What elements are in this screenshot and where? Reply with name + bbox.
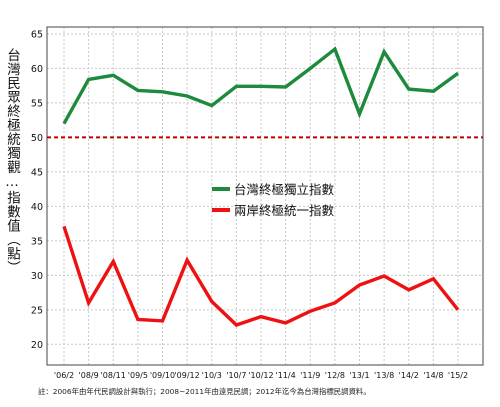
legend-label-independence: 台灣終極獨立指數 — [234, 182, 335, 197]
y-tick-label: 45 — [31, 167, 43, 178]
y-tick-label: 30 — [31, 271, 43, 282]
legend-item-independence: 台灣終極獨立指數 — [212, 178, 334, 199]
y-tick-label: 50 — [31, 133, 43, 144]
x-tick-label: '06/2 — [54, 371, 74, 380]
y-axis-label: 台灣民眾終極統獨觀…指數值（點） — [4, 48, 20, 275]
x-tick-label: '12/8 — [325, 371, 345, 380]
legend-swatch-unification — [212, 207, 230, 212]
x-tick-label: '11/4 — [276, 371, 296, 380]
series-layer — [62, 46, 460, 327]
footnote: 註：2006年由年代民調設計與執行；2008~2011年由遠見民調；2012年迄… — [38, 387, 371, 396]
legend-swatch-independence — [212, 186, 230, 191]
legend-item-unification: 兩岸終極統一指數 — [212, 199, 334, 220]
y-tick-label: 35 — [31, 236, 43, 247]
x-tick-label: '09/12 — [174, 371, 199, 380]
y-tick-label: 20 — [31, 340, 43, 351]
plot-frame — [46, 26, 484, 366]
plot-area-background — [47, 27, 483, 365]
x-tick-label: '13/8 — [374, 371, 394, 380]
x-tick-label: '08/11 — [101, 371, 126, 380]
y-tick-label: 40 — [31, 202, 43, 213]
x-tick-label: '08/9 — [79, 371, 99, 380]
y-tick-label: 65 — [31, 29, 43, 40]
legend: 台灣終極獨立指數 兩岸終極統一指數 — [212, 178, 334, 220]
x-tick-label: '14/2 — [399, 371, 419, 380]
x-tick-label: '10/3 — [202, 371, 222, 380]
x-tick-label: '10/7 — [226, 371, 246, 380]
axis-layer: 20253035404550556065'06/2'08/9'08/11'09/… — [31, 26, 484, 380]
grid-layer — [47, 27, 483, 365]
x-tick-label: '14/8 — [423, 371, 443, 380]
y-tick-label: 25 — [31, 305, 43, 316]
x-tick-label: '10/12 — [248, 371, 273, 380]
x-tick-label: '09/5 — [128, 371, 148, 380]
y-tick-label: 55 — [31, 98, 43, 109]
series-line-independence — [62, 46, 460, 125]
x-tick-label: '09/10 — [150, 371, 175, 380]
legend-label-unification: 兩岸終極統一指數 — [234, 203, 335, 218]
x-tick-label: '13/1 — [349, 371, 369, 380]
x-tick-label: '11/9 — [300, 371, 320, 380]
x-tick-label: '15/2 — [448, 371, 468, 380]
y-tick-label: 60 — [31, 64, 43, 75]
series-line-unification — [62, 225, 460, 327]
